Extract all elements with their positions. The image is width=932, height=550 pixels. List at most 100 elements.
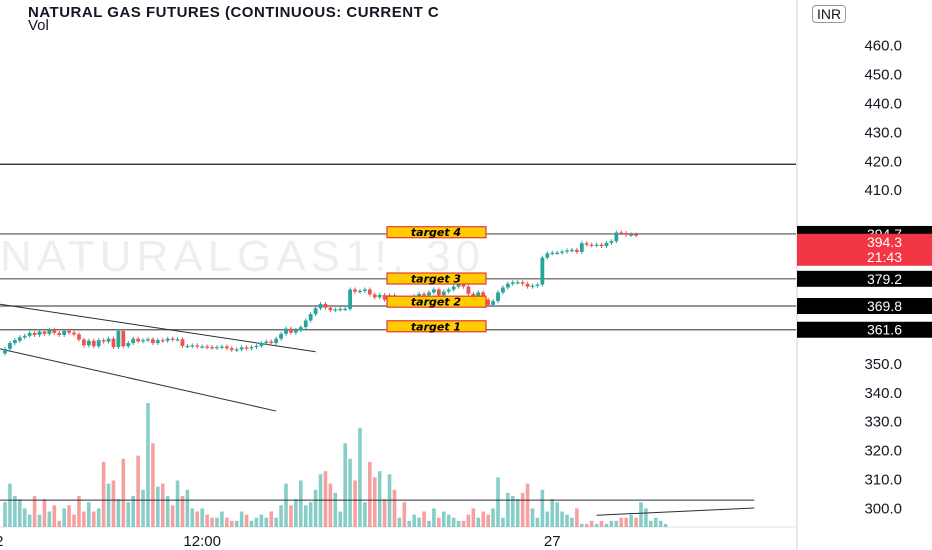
trendline[interactable] xyxy=(596,507,755,516)
volume-bar xyxy=(22,508,27,527)
target-label-text: target 3 xyxy=(411,273,462,286)
candle xyxy=(279,331,283,341)
volume-bar xyxy=(67,505,71,527)
candle-body xyxy=(338,308,343,311)
candle-body xyxy=(293,330,298,333)
candle-body xyxy=(96,340,101,347)
candle-body xyxy=(141,340,145,342)
volume-bar xyxy=(614,520,619,527)
candle xyxy=(274,336,279,346)
candle xyxy=(42,329,47,336)
candle xyxy=(210,345,214,350)
candle xyxy=(116,328,121,350)
candle-body xyxy=(634,234,638,236)
candle-body xyxy=(244,347,249,349)
volume-bar xyxy=(510,496,515,527)
candle-body xyxy=(289,328,293,333)
volume-bar xyxy=(313,489,318,527)
trendline[interactable] xyxy=(0,348,277,412)
candle xyxy=(215,345,219,350)
volume-bar xyxy=(535,517,540,527)
volume-bar xyxy=(146,403,150,527)
time-axis: 22 12:00 27 xyxy=(0,533,561,550)
candle xyxy=(293,328,298,335)
candle-body xyxy=(624,233,629,235)
price-axis-label[interactable]: 394.321:43 xyxy=(797,233,932,266)
candle xyxy=(584,241,589,247)
candle-body xyxy=(298,327,303,331)
price-axis-label[interactable]: 361.6 xyxy=(797,321,932,338)
candle xyxy=(254,343,259,350)
target-label[interactable]: target 2 xyxy=(386,295,487,309)
volume-bar xyxy=(515,499,520,527)
target-label[interactable]: target 4 xyxy=(386,226,487,239)
candle xyxy=(333,307,338,313)
candle-body xyxy=(313,308,318,315)
volume-indicator-label[interactable]: Vol xyxy=(28,17,49,34)
candle-body xyxy=(121,330,126,347)
price-tick-label: 460.0 xyxy=(864,38,902,55)
candle xyxy=(501,285,505,295)
volume-bar xyxy=(303,505,308,527)
candle xyxy=(451,284,456,292)
volume-bar xyxy=(520,492,525,527)
volume-bar xyxy=(200,508,204,527)
candle xyxy=(121,328,126,349)
candle-body xyxy=(367,289,372,295)
candle xyxy=(634,232,638,238)
candle xyxy=(348,287,352,311)
candle-body xyxy=(525,283,530,287)
price-axis-label-bg xyxy=(797,321,932,338)
candle xyxy=(525,281,530,289)
price-axis-label[interactable]: 369.8 xyxy=(797,298,932,315)
candle-body xyxy=(599,244,604,247)
candle-body xyxy=(239,347,244,350)
volume-bar xyxy=(106,483,111,527)
volume-bar xyxy=(634,517,638,527)
candle-body xyxy=(72,332,76,335)
volume-bar xyxy=(461,520,466,527)
volume-bar xyxy=(402,502,407,527)
candle xyxy=(57,330,62,337)
volume-bar xyxy=(589,520,594,527)
candle-body xyxy=(195,345,200,347)
candle-body xyxy=(579,243,584,252)
volume-bar xyxy=(27,514,32,527)
volume-bar xyxy=(427,520,431,527)
volume-bar xyxy=(47,511,52,527)
candle-body xyxy=(86,340,91,346)
candle-body xyxy=(446,289,451,292)
candle-body xyxy=(106,338,111,342)
volume-bar xyxy=(639,502,643,527)
price-axis-label-bg xyxy=(797,233,932,266)
candle-body xyxy=(486,299,491,305)
price-axis-label[interactable]: 379.2 xyxy=(797,270,932,287)
candle-body xyxy=(62,330,67,335)
candle-body xyxy=(436,289,441,296)
candle xyxy=(599,242,604,249)
target-label[interactable]: target 3 xyxy=(386,272,487,286)
target-label[interactable]: target 1 xyxy=(386,320,487,333)
candle-body xyxy=(555,252,560,254)
volume-bar xyxy=(77,496,81,527)
volume-bar xyxy=(471,508,476,527)
candle-body xyxy=(284,328,288,334)
volume-bar xyxy=(392,489,397,527)
volume-bar xyxy=(417,517,421,527)
volume-bar xyxy=(101,461,106,527)
volume-bar xyxy=(658,520,663,527)
volume-bar xyxy=(466,514,471,527)
candle-body xyxy=(570,249,574,252)
candle-body xyxy=(165,338,170,341)
price-axis-label-value: 394.3 xyxy=(867,234,902,250)
candle xyxy=(91,338,96,349)
volume-bar xyxy=(205,514,209,527)
volume-bar xyxy=(87,502,91,527)
volume-bar xyxy=(422,511,426,527)
currency-button[interactable]: INR xyxy=(812,5,847,23)
volume-bar xyxy=(160,483,165,527)
price-tick-label: 440.0 xyxy=(864,95,902,112)
volume-bar xyxy=(333,492,338,527)
candle xyxy=(155,338,160,346)
